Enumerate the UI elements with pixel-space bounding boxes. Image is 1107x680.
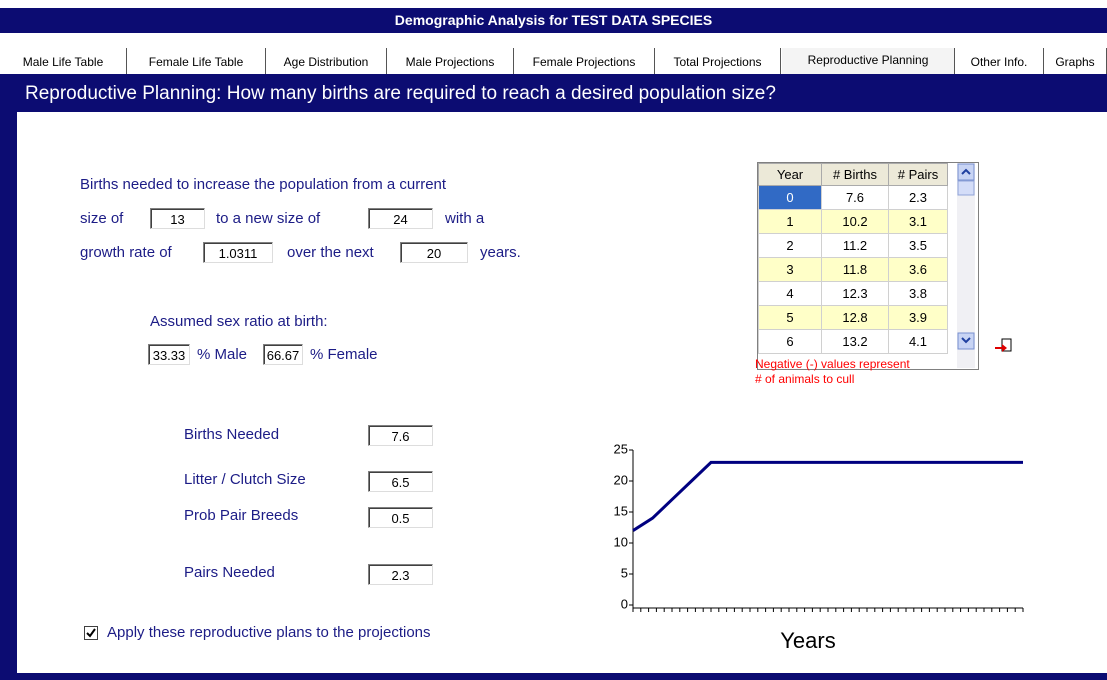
- label: % Male: [197, 346, 248, 363]
- scroll-thumb[interactable]: [957, 180, 975, 196]
- years-input[interactable]: 20: [400, 242, 468, 263]
- tab-strip: Male Life Table Female Life Table Age Dist…: [0, 48, 1107, 74]
- label: with a: [445, 210, 485, 227]
- x-axis-label: Years: [780, 628, 835, 653]
- grid-cell: 12.3: [821, 281, 889, 306]
- grid-cell: 11.2: [821, 233, 889, 258]
- cull-note: Negative (-) values represent # of anima…: [755, 357, 910, 386]
- grid-cell: 6: [758, 329, 822, 354]
- bottom-border: [0, 673, 1107, 680]
- checkmark: [86, 628, 96, 638]
- new-size-input[interactable]: 24: [368, 208, 433, 229]
- column-header: # Births: [821, 163, 889, 186]
- column-header: # Pairs: [888, 163, 948, 186]
- growth-rate-input[interactable]: 1.0311: [203, 242, 273, 263]
- label: Litter / Clutch Size: [184, 471, 306, 488]
- pairs-needed-output: 2.3: [368, 564, 433, 585]
- label: size of: [80, 210, 124, 227]
- current-size-input[interactable]: 13: [150, 208, 205, 229]
- tab[interactable]: Male Projections: [387, 48, 514, 74]
- label: growth rate of: [80, 244, 172, 261]
- left-border: [0, 112, 17, 680]
- scroll-up[interactable]: [957, 163, 975, 181]
- grid-cell: 4.1: [888, 329, 948, 354]
- grid-row: 1 10.2 3.1: [758, 209, 948, 234]
- label: Births Needed: [184, 426, 280, 443]
- grid-cell: 3: [758, 257, 822, 282]
- tab[interactable]: Reproductive Planning: [781, 48, 955, 74]
- label: to a new size of: [216, 210, 321, 227]
- grid-row: 4 12.3 3.8: [758, 281, 948, 306]
- y-tick-label: 15: [614, 503, 628, 518]
- grid-cell: 10.2: [821, 209, 889, 234]
- male-pct-input[interactable]: 33.33: [148, 344, 190, 365]
- grid-cell: 2: [758, 233, 822, 258]
- tab[interactable]: Total Projections: [655, 48, 781, 74]
- arrow: [995, 344, 1007, 352]
- y-tick-label: 0: [621, 596, 628, 611]
- label: years.: [480, 244, 521, 261]
- y-tick-label: 10: [614, 534, 628, 549]
- grid-cell: 7.6: [821, 185, 889, 210]
- grid-row: 3 11.8 3.6: [758, 257, 948, 282]
- header-title: Reproductive Planning: How many births a…: [25, 83, 776, 104]
- export-icon[interactable]: [994, 338, 1014, 356]
- tab[interactable]: Female Projections: [514, 48, 655, 74]
- intro-text: Births needed to increase the population…: [80, 176, 447, 193]
- grid-cell: 3.8: [888, 281, 948, 306]
- results-grid[interactable]: Year # Births # Pairs 0 7.6 2.3 1 10.2 3.1 2 11.2 3…: [757, 162, 979, 370]
- tab[interactable]: Male Life Table: [0, 48, 127, 74]
- window-title: Demographic Analysis for TEST DATA SPECI…: [0, 8, 1107, 33]
- y-tick-label: 5: [621, 565, 628, 580]
- population-chart: 0 5 10 15 20 25 Years: [614, 441, 1024, 653]
- tab[interactable]: Graphs: [1044, 48, 1107, 74]
- grid-cell: 11.8: [821, 257, 889, 282]
- grid-row: 2 11.2 3.5: [758, 233, 948, 258]
- arrow: [961, 168, 971, 175]
- label: Prob Pair Breeds: [184, 507, 299, 524]
- tab[interactable]: Female Life Table: [127, 48, 266, 74]
- label: Apply these reproductive plans to the pr…: [107, 624, 431, 641]
- grid-row: 0 7.6 2.3: [758, 185, 948, 210]
- prob-input[interactable]: 0.5: [368, 507, 433, 528]
- label: over the next: [287, 244, 374, 261]
- line-series: [632, 460, 1023, 532]
- label: % Female: [310, 346, 378, 363]
- label: Assumed sex ratio at birth:: [150, 313, 328, 330]
- apply-checkbox[interactable]: [84, 626, 98, 640]
- grid-cell: 0: [758, 185, 822, 210]
- grid-cell: 3.9: [888, 305, 948, 330]
- label: Pairs Needed: [184, 564, 275, 581]
- female-pct-input[interactable]: 66.67: [263, 344, 303, 365]
- grid-cell: 1: [758, 209, 822, 234]
- grid-table: Year # Births # Pairs 0 7.6 2.3 1 10.2 3.1 2 11.2 3…: [758, 163, 948, 354]
- grid-cell: 3.5: [888, 233, 948, 258]
- y-tick-label: 25: [614, 441, 628, 456]
- y-tick-label: 20: [614, 472, 628, 487]
- tab[interactable]: Age Distribution: [266, 48, 387, 74]
- tab[interactable]: Other Info.: [955, 48, 1044, 74]
- grid-row: 6 13.2 4.1: [758, 329, 948, 354]
- arrow: [961, 337, 971, 344]
- grid-cell: 3.6: [888, 257, 948, 282]
- grid-cell: 5: [758, 305, 822, 330]
- grid-cell: 3.1: [888, 209, 948, 234]
- grid-cell: 4: [758, 281, 822, 306]
- litter-input[interactable]: 6.5: [368, 471, 433, 492]
- grid-cell: 13.2: [821, 329, 889, 354]
- scrollbar[interactable]: [957, 163, 975, 368]
- grid-row: 5 12.8 3.9: [758, 305, 948, 330]
- grid-cell: 2.3: [888, 185, 948, 210]
- header-row: Year # Births # Pairs: [758, 163, 948, 186]
- births-needed-output: 7.6: [368, 425, 433, 446]
- column-header: Year: [758, 163, 822, 186]
- grid-cell: 12.8: [821, 305, 889, 330]
- header-band: [0, 74, 1107, 112]
